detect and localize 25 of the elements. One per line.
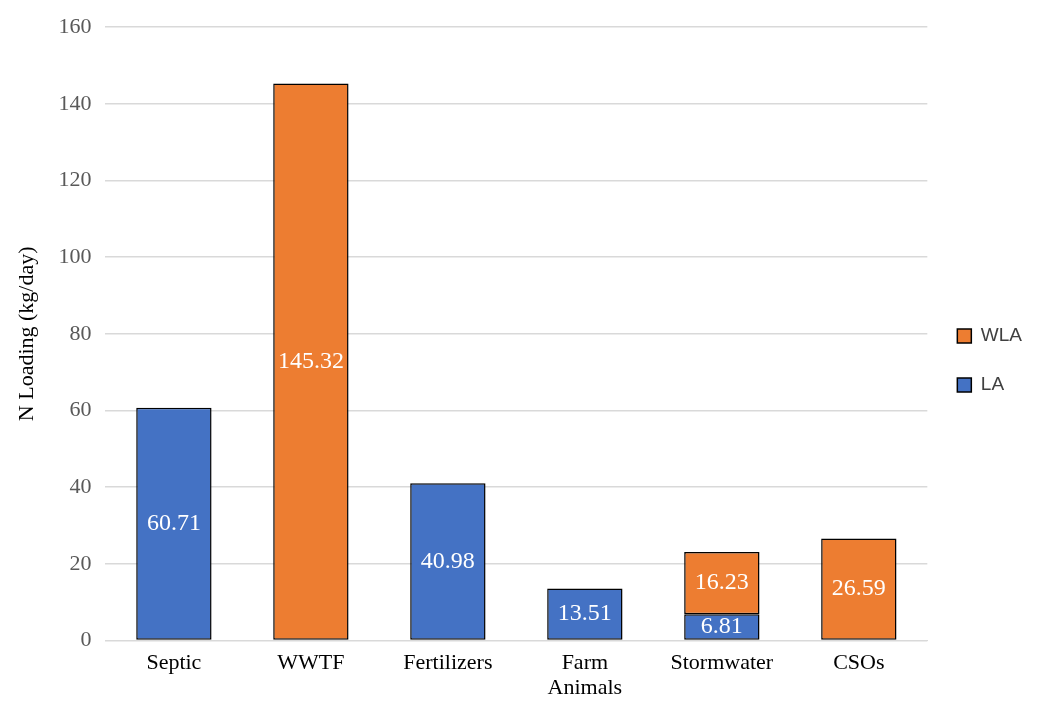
y-tick-label: 0 <box>80 626 92 652</box>
y-tick-label: 100 <box>58 242 92 268</box>
x-tick-label: Fertilizers <box>403 648 493 674</box>
y-tick-label: 140 <box>58 89 92 115</box>
x-tick-label: Stormwater <box>670 648 774 674</box>
data-label: 40.98 <box>420 546 475 573</box>
y-tick-label: 60 <box>69 396 92 422</box>
data-label: 26.59 <box>831 574 886 601</box>
data-label: 16.23 <box>694 568 749 595</box>
y-tick-label: 160 <box>58 12 92 38</box>
y-tick-label: 20 <box>69 549 92 575</box>
y-axis-title: N Loading (kg/day) <box>12 246 38 422</box>
legend-label: LA <box>980 373 1005 395</box>
data-label: 60.71 <box>146 508 201 535</box>
legend-label: WLA <box>980 324 1023 346</box>
y-tick-label: 120 <box>58 166 92 192</box>
y-tick-label: 80 <box>69 319 92 345</box>
x-tick-label: Septic <box>146 648 202 674</box>
data-label: 13.51 <box>557 599 612 626</box>
x-tick-label: CSOs <box>833 648 885 674</box>
data-label: 145.32 <box>277 346 344 373</box>
x-tick-label: Farm Animals <box>547 648 623 700</box>
x-tick-label: WWTF <box>277 648 345 674</box>
data-label: 6.81 <box>700 612 743 639</box>
y-tick-label: 40 <box>69 472 92 498</box>
